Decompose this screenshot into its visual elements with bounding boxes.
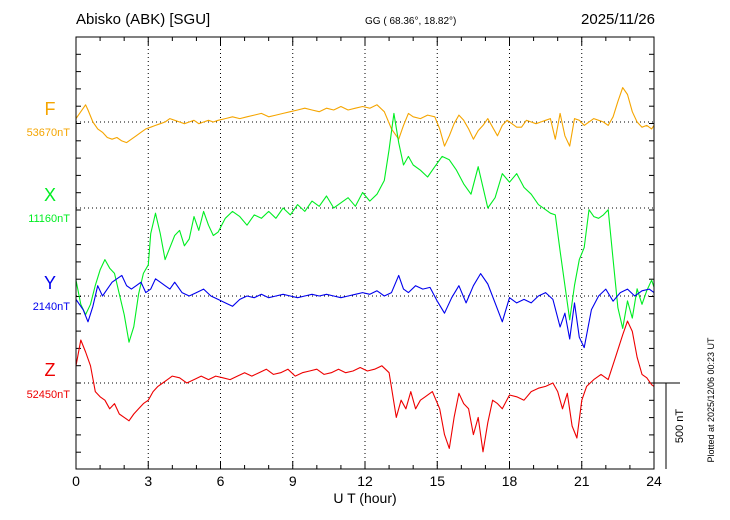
series-baseline-y: 2140nT (33, 301, 71, 313)
scale-bar: 500 nT (654, 382, 686, 469)
x-tick-label: 24 (646, 473, 662, 489)
x-tick-label: 0 (72, 473, 80, 489)
series-baseline-z: 52450nT (27, 389, 71, 401)
x-tick-label: 9 (289, 473, 297, 489)
series-name-f: F (45, 99, 56, 119)
series-line-z (75, 320, 655, 453)
x-tick-label: 6 (217, 473, 225, 489)
x-tick-label: 21 (574, 473, 590, 489)
coords-label: GG ( 68.36°, 18.82°) (365, 16, 456, 27)
series-name-z: Z (45, 360, 56, 380)
x-axis: 0 3 6 9 12 15 18 21 24 (72, 37, 662, 489)
scale-bar-label: 500 nT (674, 409, 686, 444)
x-tick-label: 15 (429, 473, 445, 489)
station-title: Abisko (ABK) [SGU] (76, 11, 210, 28)
x-tick-label: 18 (502, 473, 518, 489)
series-labels: F 53670nT X 11160nT Y 2140nT Z 52450nT (27, 99, 71, 401)
series-name-x: X (44, 185, 56, 205)
grid (76, 36, 654, 469)
date-label: 2025/11/26 (581, 11, 655, 28)
series-name-y: Y (44, 273, 56, 293)
series-lines (75, 87, 655, 453)
series-line-y (75, 273, 655, 349)
plotted-timestamp: Plotted at 2025/12/06 00:23 UT (706, 337, 716, 463)
series-baseline-f: 53670nT (27, 127, 71, 139)
series-line-x (75, 112, 655, 343)
x-axis-label: U T (hour) (333, 490, 396, 506)
series-line-f (75, 87, 655, 147)
x-tick-label: 3 (144, 473, 152, 489)
x-tick-label: 12 (357, 473, 373, 489)
series-baseline-x: 11160nT (28, 213, 70, 225)
